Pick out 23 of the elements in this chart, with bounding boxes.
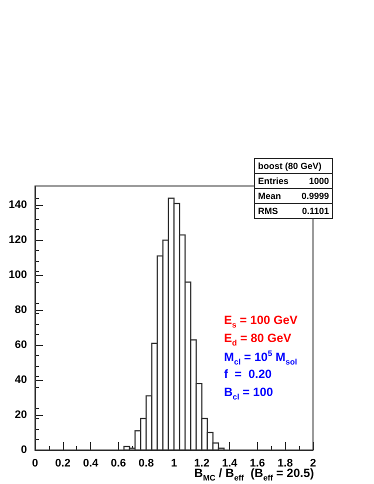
y-tick-label: 60 [14, 339, 27, 352]
text: Mean 0.9999 [258, 191, 329, 201]
annotation: E$_{d}$ = 80 GeV [224, 331, 292, 348]
y-tick-label: 80 [14, 304, 27, 316]
y-tick-label: 20 [14, 409, 27, 422]
y-tick-label: 0 [20, 444, 27, 456]
x-tick-label: 0 [32, 458, 38, 470]
text: boost (80 GeV) [257, 160, 323, 173]
y-tick-label: 100 [8, 269, 27, 282]
annotation: E$_{s}$ = 100 GeV [224, 313, 298, 330]
annotation: B$_{cl}$ = 100 [224, 385, 274, 402]
text: RMS 0.1101 [258, 206, 329, 216]
y-tick-label: 40 [14, 374, 27, 386]
x-tick-label: 0.2 [55, 458, 70, 470]
y-tick-label: 120 [8, 234, 27, 246]
annotation: f = 0.20 [224, 367, 272, 381]
x-tick-label: 0.8 [138, 458, 154, 470]
y-tick-label: 140 [8, 199, 27, 212]
x-tick-label: 0.4 [82, 458, 100, 470]
text: Entries 1000 [258, 176, 329, 186]
x-tick-label: 0.6 [110, 458, 126, 470]
annotation: M$_{cl}$ = 10$^{5}$ M$_{sol}$ [224, 349, 298, 366]
x-tick-label: 1 [170, 458, 178, 470]
